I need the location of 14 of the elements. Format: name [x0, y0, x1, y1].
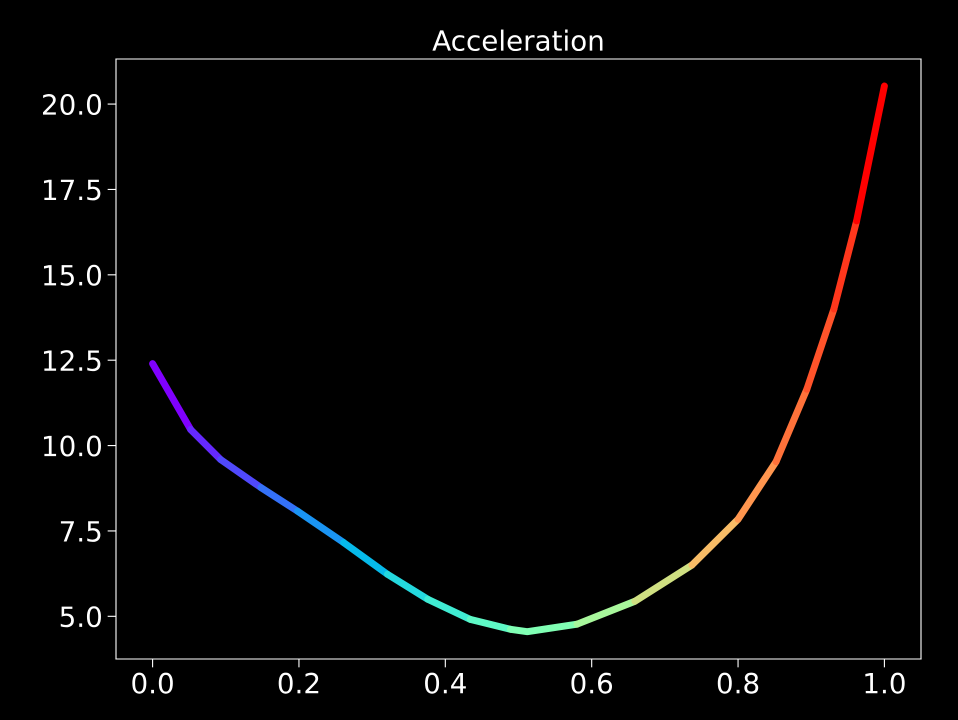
x-tick-label: 0.0: [132, 672, 173, 694]
y-tick-label: 12.5: [44, 350, 100, 372]
chart-title: Acceleration: [432, 30, 602, 52]
x-tick-label: 0.6: [571, 672, 612, 694]
x-tick-label: 0.8: [718, 672, 758, 694]
y-tick-label: 17.5: [44, 180, 100, 200]
x-tick-label: 0.2: [278, 672, 318, 694]
x-tick-label: 0.4: [425, 672, 466, 694]
y-tick-label: 5.0: [60, 606, 101, 628]
y-tick-label: 15.0: [44, 264, 101, 286]
y-tick-label: 10.0: [44, 436, 101, 457]
y-tick-label: 20.0: [42, 94, 101, 116]
y-tick-label: 7.5: [60, 521, 100, 542]
x-tick-label: 1.0: [865, 672, 905, 694]
